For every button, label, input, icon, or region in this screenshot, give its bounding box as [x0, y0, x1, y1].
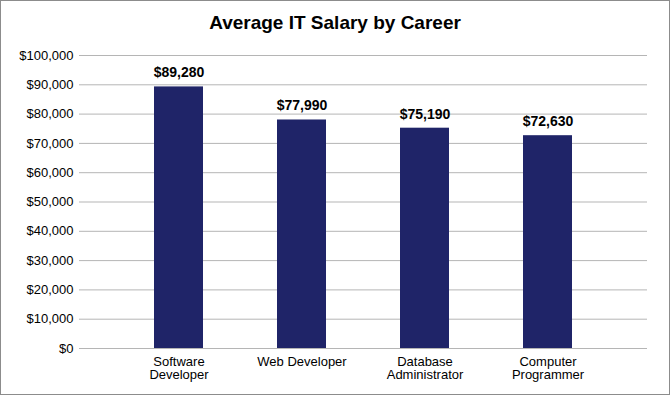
svg-text:$100,000: $100,000 — [19, 48, 73, 63]
svg-text:$70,000: $70,000 — [27, 136, 74, 151]
svg-text:$90,000: $90,000 — [27, 77, 74, 92]
svg-text:$20,000: $20,000 — [27, 282, 74, 297]
svg-text:$89,280: $89,280 — [154, 64, 205, 80]
html-text:Average IT Salary by Career: Average IT Salary by Career — [209, 12, 461, 33]
svg-text:$77,990: $77,990 — [277, 97, 328, 113]
svg-text:DatabaseAdministrator: DatabaseAdministrator — [387, 354, 464, 382]
svg-text:$75,190: $75,190 — [400, 106, 451, 122]
svg-text:$10,000: $10,000 — [27, 311, 74, 326]
svg-text:$0: $0 — [59, 341, 73, 356]
svg-text:$50,000: $50,000 — [27, 194, 74, 209]
svg-text:Web Developer: Web Developer — [257, 354, 347, 369]
svg-text:SoftwareDeveloper: SoftwareDeveloper — [149, 354, 209, 382]
svg-text:$30,000: $30,000 — [27, 253, 74, 268]
svg-text:ComputerProgrammer: ComputerProgrammer — [512, 354, 585, 382]
svg-text:$60,000: $60,000 — [27, 165, 74, 180]
svg-text:$80,000: $80,000 — [27, 106, 74, 121]
svg-text:$40,000: $40,000 — [27, 223, 74, 238]
svg-text:$72,630: $72,630 — [523, 113, 574, 129]
